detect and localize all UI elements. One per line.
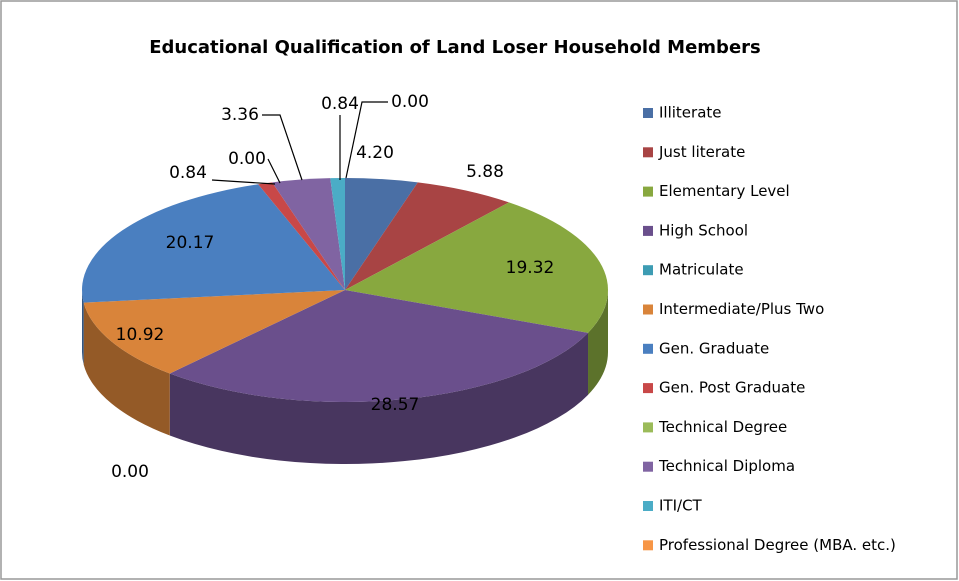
legend-swatch [643, 304, 653, 315]
legend-swatch [643, 501, 653, 511]
data-label: 19.32 [506, 258, 555, 278]
data-label: 0.00 [228, 149, 266, 169]
legend-swatch [643, 225, 653, 236]
data-label: 4.20 [356, 143, 394, 163]
legend-label: Just literate [658, 143, 745, 161]
legend-swatch [643, 147, 653, 158]
pie-side [169, 332, 589, 464]
legend-label: Matriculate [659, 261, 744, 279]
chart-title: Educational Qualification of Land Loser … [149, 37, 761, 58]
pie-side [82, 290, 84, 365]
legend-label: High School [659, 221, 748, 239]
data-label: 0.84 [169, 163, 207, 183]
leader-line [345, 101, 388, 179]
legend-label: Gen. Post Graduate [659, 379, 805, 397]
legend-swatch [643, 108, 653, 118]
pie-slice [345, 182, 509, 290]
leader-line [262, 114, 303, 181]
data-label: 0.84 [321, 94, 359, 114]
data-label: 0.00 [111, 462, 149, 482]
pie-slice [345, 202, 608, 333]
legend-swatch [643, 461, 653, 472]
legend-swatch [643, 265, 653, 276]
leader-line [267, 158, 281, 184]
pie-slice [258, 182, 345, 290]
pie-side [588, 290, 608, 395]
legend-label: Intermediate/Plus Two [659, 300, 824, 318]
legend-swatch [643, 383, 653, 394]
pie-slice [272, 178, 345, 290]
legend-label: Illiterate [659, 104, 722, 122]
legend-label: Gen. Graduate [659, 339, 769, 357]
data-label: 20.17 [166, 233, 215, 253]
leader-line [211, 179, 276, 185]
legend-swatch [643, 186, 653, 197]
legend-label: Professional Degree (MBA. etc.) [659, 536, 896, 554]
data-label: 0.00 [391, 92, 429, 112]
pie-side [83, 302, 170, 436]
legend-swatch [643, 343, 653, 354]
pie-slice [83, 290, 345, 374]
pie-slice [345, 178, 418, 290]
legend-label: Technical Degree [658, 418, 787, 436]
pie-slice [169, 290, 589, 402]
legend-label: ITI/CT [659, 497, 703, 515]
legend-label: Technical Diploma [658, 457, 795, 475]
legend-swatch [643, 422, 653, 433]
data-label: 3.36 [221, 105, 259, 125]
data-label: 28.57 [371, 395, 420, 415]
legend-label: Elementary Level [659, 182, 790, 200]
pie-slice [330, 178, 345, 290]
data-label: 5.88 [466, 162, 504, 182]
pie-slice [81, 184, 345, 303]
data-label: 10.92 [116, 325, 165, 345]
legend-swatch [643, 540, 653, 551]
